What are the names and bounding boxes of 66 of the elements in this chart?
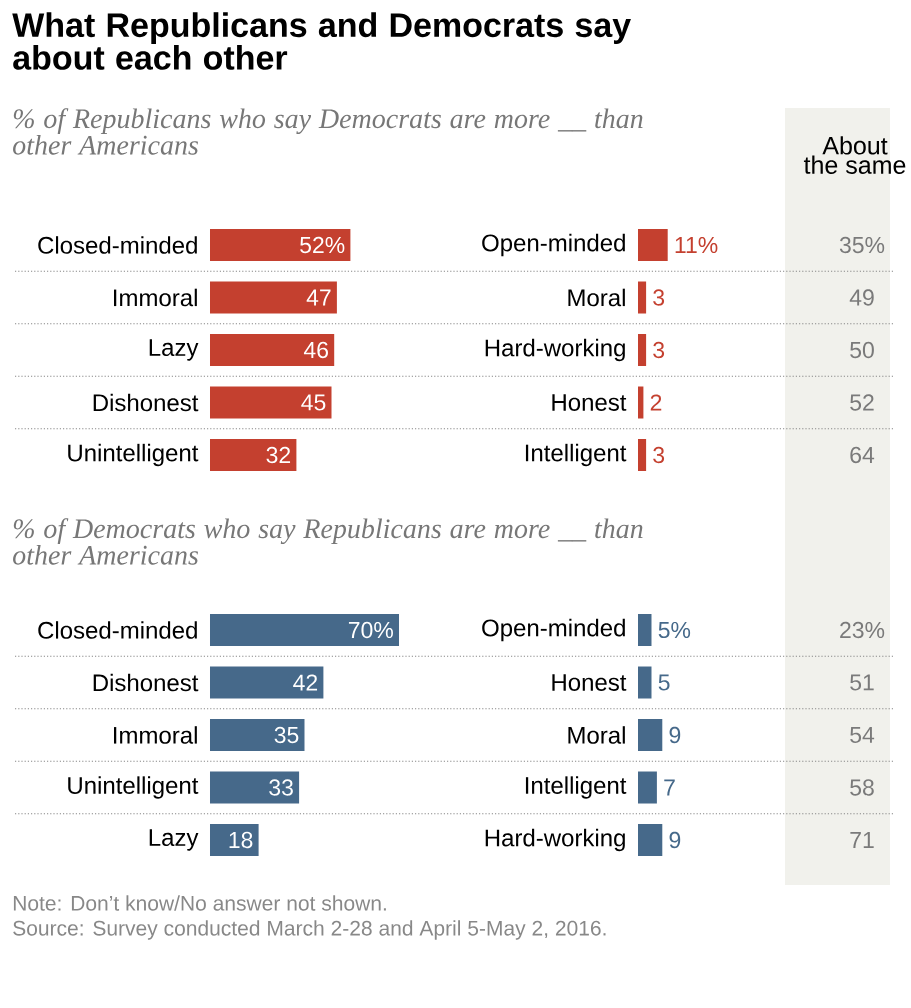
bar [210,439,297,471]
data-label: 35% [839,236,885,254]
data-label: 9 [669,726,681,744]
y-tick-label: Closed-minded [38,621,197,639]
y-tick-label: Unintelligent [68,443,199,467]
data-label: 3 [653,446,665,464]
data-label: 9 [669,831,681,849]
bar [210,824,259,857]
bar [210,771,300,804]
data-label: 3 [653,341,665,359]
bar [210,229,351,262]
y-tick-label: Dishonest [93,393,199,412]
y-tick-label: Intelligent [525,443,627,467]
y-tick-label: Moral [568,726,625,744]
data-label: 47 [306,289,331,306]
data-label: 33 [269,779,293,796]
bar [210,281,337,314]
y-tick-label: Open-minded [482,233,625,257]
data-label: 5% [658,621,691,639]
y-tick-label: Lazy [149,829,199,851]
data-label: 23% [840,621,885,639]
y-tick-label: Moral [568,288,625,307]
y-tick-label: Honest [552,674,627,691]
source-note: Source: Survey conducted March 2-28 and April 5-May 2, 2016. [13,920,606,940]
data-label: 64 [850,446,875,464]
bar [210,719,305,752]
data-label: 70% [348,621,393,639]
data-label: 71 [850,832,874,848]
data-label: 2 [650,394,662,411]
data-label: 58 [850,779,874,796]
data-label: 46 [303,341,328,359]
data-label: 42 [293,674,318,691]
data-label: 32 [266,446,291,464]
y-tick-label: Immoral [114,288,197,307]
bar [210,614,399,647]
y-tick-label: Lazy [149,339,199,361]
data-label: 50 [850,341,874,359]
data-label: 52 [850,394,874,411]
bar [210,666,324,699]
data-label: 7 [664,779,675,796]
data-label: 51 [850,674,874,691]
bar [210,386,332,419]
y-tick-label: Closed-minded [38,236,197,254]
y-tick-label: Hard-working [485,828,625,852]
data-label: 35 [274,726,299,744]
y-tick-label: Honest [552,394,627,411]
data-label: 3 [653,289,665,306]
chart-title: What Republicans and Democrats say about each other [12,12,631,70]
data-label: 54 [850,726,875,744]
chart-subtitle: % of Democrats who say Republicans are more __ than other Americans [13,518,643,565]
y-tick-label: Intelligent [525,776,627,799]
text: About the same [803,136,906,174]
y-tick-label: Hard-working [485,338,625,362]
y-tick-label: Immoral [114,726,197,744]
bar [210,334,335,367]
y-tick-label: Open-minded [482,618,625,642]
data-label: 5 [658,674,670,691]
data-label: 18 [229,831,253,849]
text: Note: Don’t know/No answer not shown. [13,895,386,911]
chart-subtitle: % of Republicans who say Democrats are more __ than other Americans [13,108,643,155]
data-label: 11% [675,236,718,254]
y-tick-label: Dishonest [93,673,199,692]
data-label: 49 [849,289,874,306]
data-label: 45 [301,394,326,411]
y-tick-label: Unintelligent [68,776,199,799]
data-label: 52% [300,236,345,254]
